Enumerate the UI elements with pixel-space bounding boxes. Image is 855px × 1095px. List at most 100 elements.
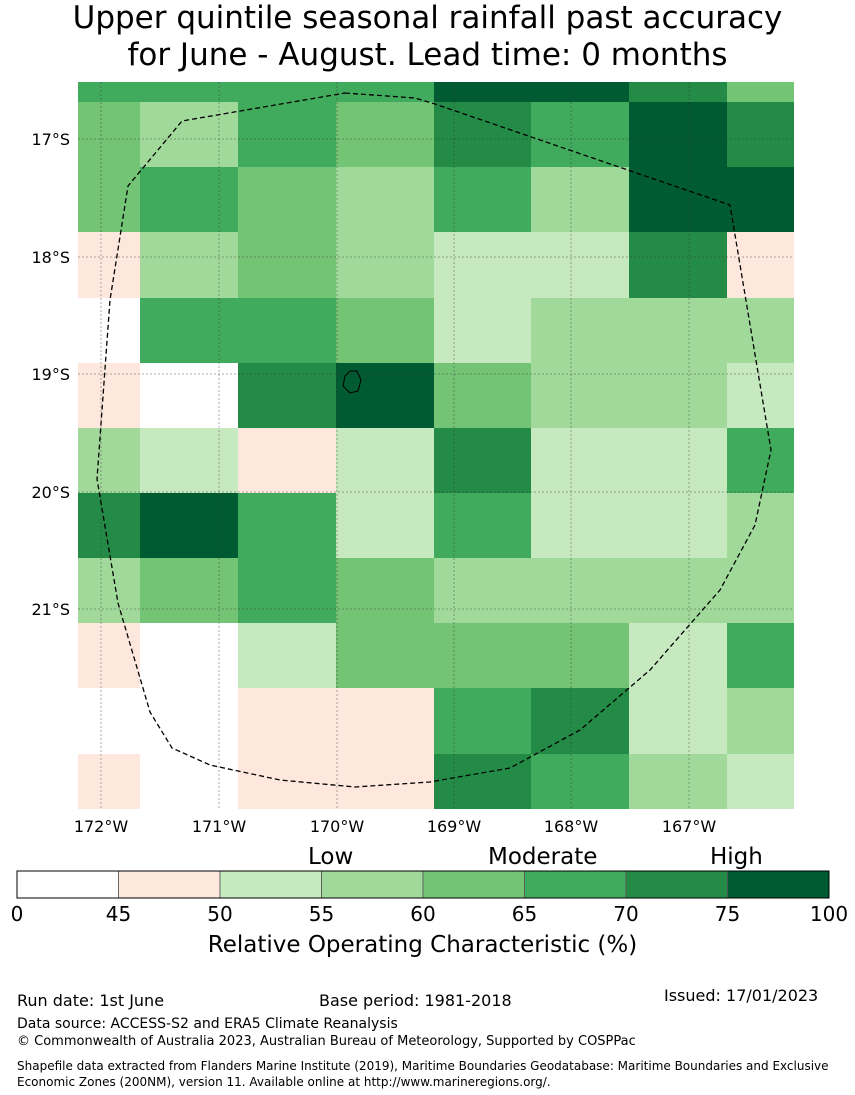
map-cell xyxy=(629,102,727,167)
map-cell xyxy=(78,428,140,493)
map-cell xyxy=(238,688,336,754)
colorbar-tick-label: 45 xyxy=(105,902,132,926)
map-cell xyxy=(531,102,629,167)
map-cell xyxy=(336,493,434,558)
map-cell xyxy=(629,493,727,558)
eez-boundary xyxy=(96,92,772,788)
map-cell xyxy=(78,363,140,428)
category-low-label: Low xyxy=(308,844,354,870)
map-cell xyxy=(727,493,794,558)
map-cell xyxy=(727,623,794,688)
map-cell xyxy=(78,298,140,363)
colorbar xyxy=(16,870,830,899)
map-cell xyxy=(78,558,140,623)
issued-date: Issued: 17/01/2023 xyxy=(664,986,819,1005)
longitude-label: 171°W xyxy=(192,817,247,836)
colorbar-tick-label: 65 xyxy=(511,902,538,926)
map-cell xyxy=(531,232,629,298)
map-cell xyxy=(140,428,238,493)
map-cell xyxy=(238,298,336,363)
map-cell xyxy=(336,102,434,167)
map-cell xyxy=(629,298,727,363)
map-cell xyxy=(140,363,238,428)
map-cell xyxy=(336,363,434,428)
colorbar-segment xyxy=(219,870,322,899)
latitude-label: 17°S xyxy=(31,130,70,149)
map-cell xyxy=(238,493,336,558)
colorbar-segment xyxy=(422,870,525,899)
map-cell xyxy=(238,232,336,298)
map-cell xyxy=(140,754,238,809)
map-cell xyxy=(78,232,140,298)
longitude-label: 172°W xyxy=(74,817,129,836)
map-cell xyxy=(238,363,336,428)
longitude-label: 169°W xyxy=(427,817,482,836)
colorbar-segment xyxy=(727,870,830,899)
latitude-label: 21°S xyxy=(31,600,70,619)
map-cell xyxy=(531,558,629,623)
map-cell xyxy=(629,558,727,623)
rainfall-accuracy-map: 17°S 18°S 19°S 20°S 21°S 172°W 171°W 170°W 169°… xyxy=(31,82,794,836)
map-cell xyxy=(336,558,434,623)
map-cell xyxy=(140,558,238,623)
map-cell xyxy=(140,82,238,102)
map-cell xyxy=(140,167,238,232)
copyright: © Commonwealth of Australia 2023, Austra… xyxy=(17,1034,636,1049)
map-cell xyxy=(629,232,727,298)
map-cell xyxy=(434,167,531,232)
map-cell xyxy=(531,428,629,493)
map-cell xyxy=(78,754,140,809)
map-cell xyxy=(434,558,531,623)
map-cell xyxy=(434,754,531,809)
longitude-label: 168°W xyxy=(544,817,599,836)
title-line-2: for June - August. Lead time: 0 months xyxy=(127,37,728,73)
map-cell xyxy=(727,754,794,809)
map-cell xyxy=(629,428,727,493)
map-cell xyxy=(336,232,434,298)
map-cell xyxy=(434,298,531,363)
base-period: Base period: 1981-2018 xyxy=(319,991,512,1010)
map-cell xyxy=(238,82,336,102)
map-cell xyxy=(434,428,531,493)
map-cell xyxy=(531,688,629,754)
map-cell xyxy=(78,82,140,102)
map-cell xyxy=(336,298,434,363)
map-cell xyxy=(78,688,140,754)
colorbar-title: Relative Operating Characteristic (%) xyxy=(207,932,638,958)
colorbar-tick-label: 55 xyxy=(308,902,335,926)
latitude-labels: 17°S 18°S 19°S 20°S 21°S xyxy=(31,130,70,619)
map-cell xyxy=(629,754,727,809)
map-cell xyxy=(336,688,434,754)
latitude-label: 19°S xyxy=(31,365,70,384)
map-cell xyxy=(727,82,794,102)
map-cell xyxy=(238,558,336,623)
map-cell xyxy=(727,167,794,232)
map-cell xyxy=(629,363,727,428)
map-cell xyxy=(336,428,434,493)
map-cell xyxy=(531,754,629,809)
colorbar-segment xyxy=(321,870,424,899)
colorbar-tick-label: 0 xyxy=(10,902,24,926)
map-cell xyxy=(629,167,727,232)
map-cell xyxy=(434,232,531,298)
map-cell xyxy=(531,623,629,688)
map-cell xyxy=(140,688,238,754)
map-cell xyxy=(531,298,629,363)
colorbar-tick-label: 100 xyxy=(809,902,849,926)
colorbar-segment xyxy=(524,870,627,899)
map-cell xyxy=(434,363,531,428)
map-cell xyxy=(727,363,794,428)
colorbar-tick-label: 60 xyxy=(410,902,436,926)
map-cell xyxy=(434,688,531,754)
map-cell xyxy=(140,232,238,298)
colorbar-segment xyxy=(16,870,119,899)
latitude-label: 20°S xyxy=(31,483,70,502)
map-cell xyxy=(629,688,727,754)
map-cell xyxy=(531,363,629,428)
map-cell xyxy=(727,298,794,363)
map-cell xyxy=(336,167,434,232)
map-cell xyxy=(78,623,140,688)
grid-cells xyxy=(78,82,794,809)
map-cell xyxy=(78,167,140,232)
data-source: Data source: ACCESS-S2 and ERA5 Climate … xyxy=(17,1016,398,1032)
